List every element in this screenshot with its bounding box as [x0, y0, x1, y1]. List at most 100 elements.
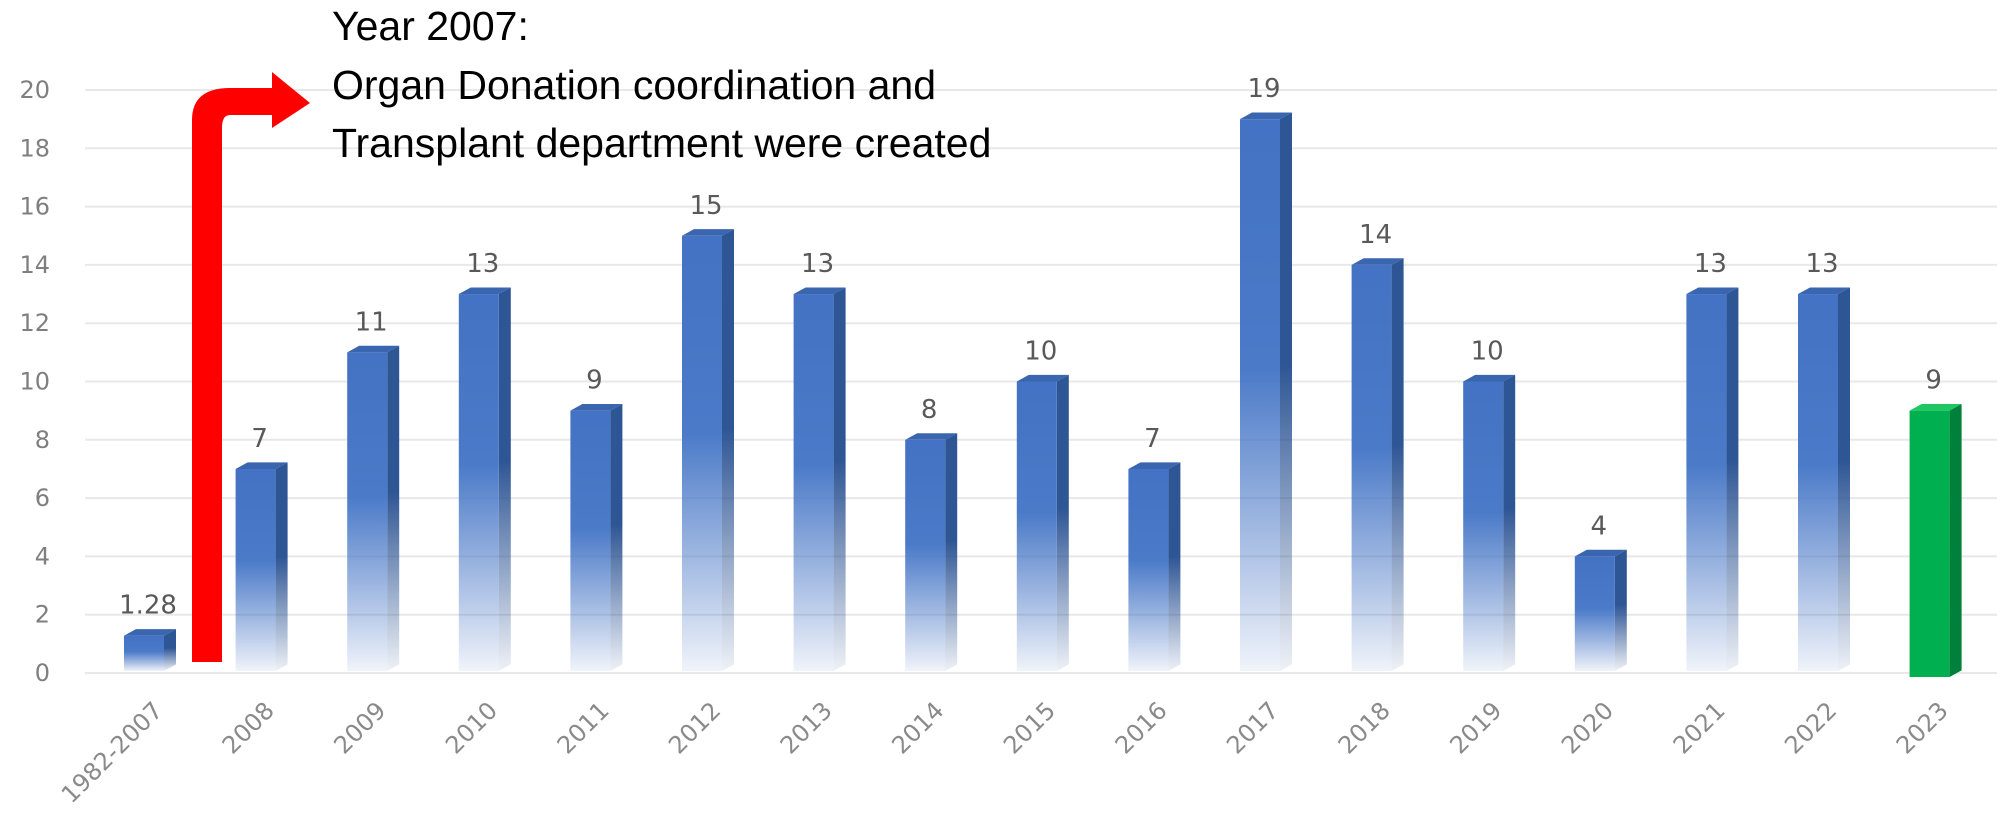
bars [124, 112, 1962, 677]
y-tick-label: 2 [35, 601, 50, 629]
y-tick-label: 0 [35, 659, 50, 687]
bar [570, 404, 623, 671]
bar [1798, 287, 1850, 671]
bar-top [347, 345, 400, 353]
bar-side [610, 404, 623, 671]
data-label: 7 [251, 424, 268, 454]
bar [1686, 287, 1739, 671]
bar-side [1280, 112, 1292, 672]
x-tick-label: 2016 [1110, 696, 1173, 759]
x-axis: 1982-2007 2008 2009 2010 2011 2012 2013 2014 201… [56, 696, 1954, 808]
y-tick-label: 12 [19, 309, 50, 337]
data-label: 4 [1591, 511, 1608, 541]
bar-side [1949, 404, 1962, 677]
x-tick-label: 2023 [1891, 696, 1954, 759]
bar [1909, 404, 1962, 677]
bar [458, 287, 511, 671]
x-tick-label: 2009 [328, 696, 391, 759]
data-label: 10 [1024, 337, 1057, 367]
bar [1016, 374, 1069, 671]
data-labels: 1.28 7 11 13 9 15 13 8 10 7 19 14 10 4 13 13 9 [119, 74, 1942, 621]
y-tick-label: 18 [19, 134, 50, 162]
data-label: 1.28 [119, 591, 177, 621]
y-axis: 0 2 4 6 8 10 12 14 16 18 20 [19, 76, 50, 687]
x-tick-label: 1982-2007 [56, 696, 168, 808]
bar [682, 229, 734, 671]
bar-front [235, 468, 276, 671]
bar-side [833, 287, 846, 671]
bar-top [1686, 287, 1739, 295]
bar-top [570, 404, 623, 411]
y-tick-label: 20 [19, 76, 50, 104]
bar [905, 433, 958, 671]
x-tick-label: 2014 [886, 696, 949, 759]
bar-side [945, 433, 958, 671]
bar-front [905, 439, 946, 671]
bar-top [682, 229, 734, 236]
annotation: Year 2007: Organ Donation coordination a… [332, 3, 991, 166]
bar-top [458, 287, 511, 295]
bar-front [570, 410, 611, 671]
bar [235, 462, 288, 671]
annotation-line-1: Year 2007: [332, 3, 529, 49]
bar-side [1391, 258, 1404, 671]
bar [1574, 549, 1627, 671]
y-tick-label: 8 [35, 426, 50, 454]
bar-side [1838, 287, 1850, 671]
data-label: 8 [921, 395, 938, 425]
x-tick-label: 2020 [1556, 696, 1619, 759]
data-label: 11 [355, 307, 388, 337]
bar-side [498, 287, 511, 671]
x-tick-label: 2013 [775, 696, 838, 759]
y-tick-label: 16 [19, 193, 50, 221]
x-tick-label: 2015 [998, 696, 1061, 759]
bar-top [1574, 549, 1627, 557]
bar-front [124, 635, 164, 671]
annotation-line-3: Transplant department were created [332, 120, 991, 166]
data-label: 13 [801, 249, 834, 279]
bar-top [1909, 404, 1962, 411]
bar-top [1240, 112, 1292, 120]
bar-front [1686, 294, 1727, 671]
x-tick-label: 2008 [217, 696, 280, 759]
bar-front [458, 294, 499, 671]
bar-side [1168, 462, 1181, 671]
data-label: 14 [1359, 220, 1392, 250]
bar-front [1128, 468, 1169, 671]
bar-front [1016, 381, 1057, 671]
annotation-line-2: Organ Donation coordination and [332, 62, 936, 108]
x-tick-label: 2018 [1333, 696, 1396, 759]
x-tick-label: 2010 [440, 696, 503, 759]
bar-top [1351, 258, 1404, 265]
data-label: 19 [1247, 74, 1280, 104]
bar [1351, 258, 1404, 671]
bar-front [347, 352, 388, 671]
bar-side [387, 345, 400, 671]
bar [1240, 112, 1292, 672]
bar [1463, 374, 1516, 671]
bar-side [1726, 287, 1739, 671]
bar-top [1128, 462, 1181, 469]
x-tick-label: 2011 [552, 696, 615, 759]
data-label: 13 [1805, 249, 1838, 279]
x-tick-label: 2017 [1221, 696, 1284, 759]
bar-top [905, 433, 958, 440]
bar-front [1798, 294, 1838, 671]
x-tick-label: 2021 [1668, 696, 1731, 759]
data-label: 9 [586, 366, 603, 396]
bar-top [1798, 287, 1850, 295]
data-label: 13 [466, 249, 499, 279]
y-tick-label: 4 [35, 542, 50, 570]
data-label: 9 [1925, 366, 1942, 396]
bar-top [793, 287, 846, 295]
x-tick-label: 2022 [1779, 696, 1842, 759]
bar-side [1503, 374, 1516, 671]
bar [124, 629, 176, 671]
bar-side [275, 462, 288, 671]
bar-front [1463, 381, 1504, 671]
y-tick-label: 10 [19, 368, 50, 396]
bar-top [1016, 374, 1069, 382]
bar-top [235, 462, 288, 469]
bar-front [1574, 556, 1615, 671]
